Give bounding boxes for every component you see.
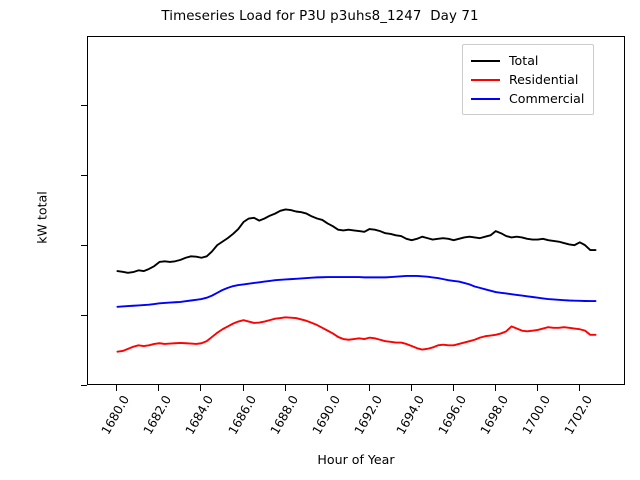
legend-swatch-icon [471,59,500,62]
x-axis-tick-label: 1684.0 [183,393,217,437]
x-axis-tick-label: 1690.0 [309,393,343,437]
x-axis-tick-mark [116,385,118,391]
series-lines [116,208,597,353]
series-line-total [116,208,597,274]
x-axis-tick-mark [452,385,454,391]
x-axis-tick-label: 1688.0 [267,393,301,437]
y-axis-label: kW total [34,191,50,244]
x-axis-tick-label: 1682.0 [141,393,175,437]
legend-swatch-icon [471,78,500,81]
chart-title: Timeseries Load for P3U p3uhs8_1247 Day … [161,9,479,24]
y-axis-tick-mark [81,314,87,316]
x-axis-tick-mark [368,385,370,391]
legend-item-total: Total [471,51,584,70]
x-axis-tick-label: 1702.0 [561,393,595,437]
x-axis-tick-mark [494,385,496,391]
series-line-commercial [116,275,597,308]
x-axis-tick-mark [410,385,412,391]
x-axis-tick-mark [536,385,538,391]
y-axis-tick-mark [81,385,87,386]
x-axis-tick-label: 1686.0 [225,393,259,437]
x-axis-tick-mark [242,385,244,391]
x-axis-tick-label: 1694.0 [393,393,427,437]
legend-item-commercial: Commercial [471,89,584,108]
y-axis-tick-mark [81,104,87,106]
legend-label: Commercial [509,91,585,106]
x-axis-tick-mark [284,385,286,391]
x-axis-label: Hour of Year [317,452,395,467]
x-axis-tick-mark [200,385,202,391]
legend-swatch-icon [471,97,500,100]
x-axis-tick-label: 1692.0 [351,393,385,437]
legend-item-residential: Residential [471,70,584,89]
chart-legend: Total Residential Commercial [462,44,595,115]
x-axis-tick-mark [326,385,328,391]
x-axis-tick-label: 1700.0 [519,393,553,437]
series-line-residential [116,316,597,353]
x-axis-tick-label: 1680.0 [99,393,133,437]
y-axis-tick-mark [81,244,87,246]
x-axis-tick-label: 1696.0 [435,393,469,437]
y-axis-tick-mark [81,174,87,176]
x-axis-tick-mark [578,385,580,391]
legend-label: Residential [509,72,579,87]
legend-label: Total [509,53,539,68]
x-axis-tick-mark [158,385,160,391]
x-axis-tick-label: 1698.0 [477,393,511,437]
